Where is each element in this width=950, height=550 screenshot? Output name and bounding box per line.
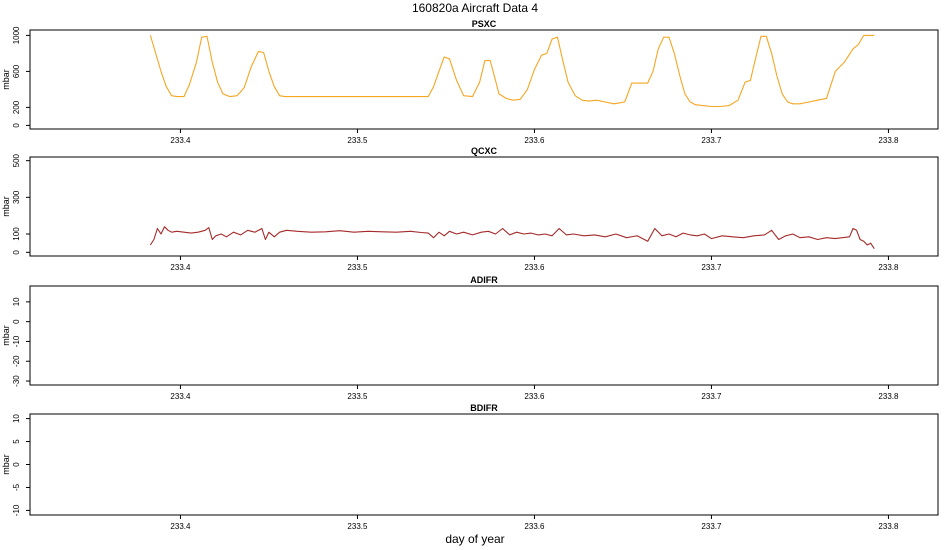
- x-tick-label: 233.7: [701, 522, 722, 531]
- x-tick-label: 233.5: [347, 136, 368, 145]
- plot-frame: [29, 156, 939, 257]
- y-tick-label: 0: [12, 250, 21, 255]
- y-tick-label: 300: [12, 190, 21, 204]
- series-line-psxc: [149, 34, 875, 108]
- y-axis-label: mbar: [1, 69, 11, 90]
- x-tick-label: 233.8: [878, 263, 899, 272]
- figure-title: 160820a Aircraft Data 4: [412, 1, 538, 15]
- x-tick-label: 233.7: [701, 263, 722, 272]
- x-tick-label: 233.6: [524, 522, 545, 531]
- x-tick-label: 233.5: [347, 392, 368, 401]
- x-tick-label: 233.7: [701, 392, 722, 401]
- x-tick-label: 233.6: [524, 263, 545, 272]
- y-tick-label: 200: [12, 100, 21, 114]
- y-tick-label: 100: [12, 227, 21, 241]
- y-tick-label: 0: [12, 462, 21, 467]
- y-tick-label: 1000: [12, 26, 21, 44]
- y-tick-label: 600: [12, 64, 21, 78]
- y-tick-label: -30: [12, 375, 21, 387]
- y-tick-label: 0: [12, 319, 21, 324]
- panel-title: ADIFR: [470, 275, 498, 285]
- x-tick-label: 233.8: [878, 522, 899, 531]
- y-axis-label: mbar: [1, 325, 11, 346]
- panel-title: BDIFR: [470, 403, 498, 413]
- panel-bdifr: BDIFR mbar -10 -5 0 5 10 233.4 233.5 233.6 233.7 23…: [1, 403, 939, 531]
- x-tick-label: 233.4: [170, 263, 191, 272]
- y-axis-label: mbar: [1, 196, 11, 217]
- panel-adifr: ADIFR mbar -30 -20 -10 0 10 233.4 233.5 233.6 233.…: [1, 275, 939, 401]
- panel-title: QCXC: [471, 146, 498, 156]
- panel-title: PSXC: [472, 19, 497, 29]
- x-tick-label: 233.4: [170, 522, 191, 531]
- x-tick-label: 233.8: [878, 136, 899, 145]
- y-axis-label: mbar: [1, 454, 11, 475]
- plot-frame: [29, 413, 939, 516]
- panel-qcxc: QCXC mbar 0 100 300 500 233.4 233.5 233.6 233.7 23…: [1, 146, 939, 272]
- plot-frame: [29, 29, 939, 130]
- series-line-qcxc: [149, 226, 875, 250]
- x-tick-label: 233.4: [170, 392, 191, 401]
- y-tick-label: 10: [12, 414, 21, 423]
- y-tick-label: -5: [12, 483, 21, 491]
- y-tick-label: 500: [12, 153, 21, 167]
- x-tick-label: 233.8: [878, 392, 899, 401]
- y-tick-label: 0: [12, 123, 21, 128]
- x-tick-label: 233.5: [347, 522, 368, 531]
- x-tick-label: 233.7: [701, 136, 722, 145]
- x-tick-label: 233.5: [347, 263, 368, 272]
- plot-frame: [29, 285, 939, 386]
- x-tick-label: 233.4: [170, 136, 191, 145]
- x-tick-label: 233.6: [524, 392, 545, 401]
- y-tick-label: -20: [12, 355, 21, 367]
- panel-psxc: PSXC mbar 0 200 600 1000 233.4 233.5 233.6 233.7 2…: [1, 19, 939, 145]
- x-axis-label: day of year: [445, 532, 504, 546]
- y-tick-label: -10: [12, 335, 21, 347]
- y-tick-label: -10: [12, 504, 21, 516]
- x-tick-label: 233.6: [524, 136, 545, 145]
- y-tick-label: 10: [12, 297, 21, 306]
- y-tick-label: 5: [12, 439, 21, 444]
